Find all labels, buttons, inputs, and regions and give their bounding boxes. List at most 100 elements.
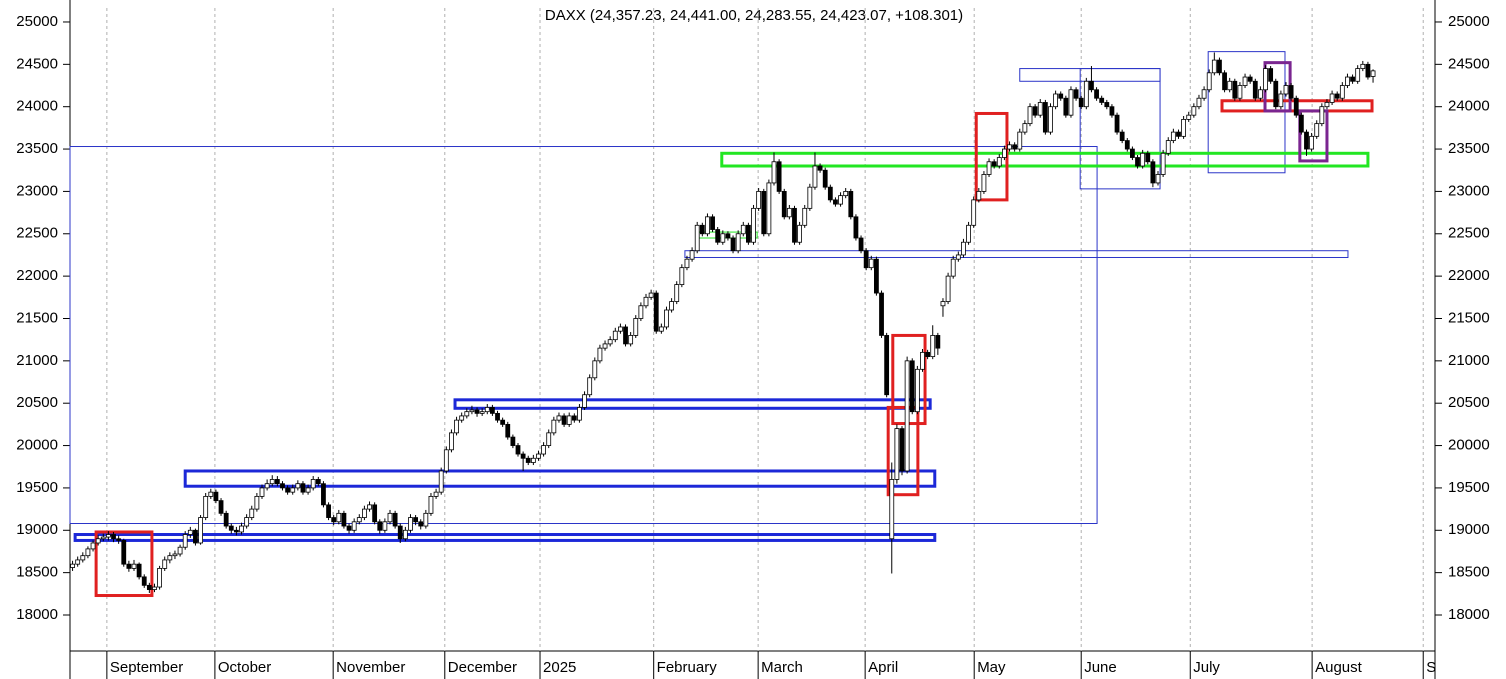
candle-body bbox=[648, 292, 654, 298]
candle-body bbox=[116, 538, 122, 541]
candle-body bbox=[1201, 89, 1207, 99]
candle-body bbox=[300, 483, 306, 493]
candle-body bbox=[90, 542, 96, 550]
candle-body bbox=[443, 449, 449, 472]
candle-body bbox=[858, 237, 864, 252]
candle-body bbox=[1104, 102, 1110, 108]
level-box bbox=[886, 405, 920, 497]
candle-body bbox=[971, 199, 977, 226]
candle-body bbox=[981, 174, 987, 192]
candle-body bbox=[1037, 102, 1043, 116]
candle-body bbox=[781, 191, 787, 218]
candle-body bbox=[136, 563, 142, 578]
candle-body bbox=[551, 419, 557, 434]
candle-body bbox=[894, 428, 900, 480]
candle-body bbox=[546, 432, 552, 446]
y-tick-label: 18500 bbox=[1448, 564, 1490, 581]
candle-body bbox=[561, 415, 567, 425]
candle-body bbox=[761, 191, 767, 235]
level-box bbox=[69, 146, 1098, 525]
candle-body bbox=[290, 487, 296, 493]
candle-body bbox=[817, 165, 823, 171]
candle-body bbox=[346, 525, 352, 531]
x-tick-label: March bbox=[761, 659, 803, 676]
y-tick-label: 22500 bbox=[16, 225, 58, 242]
candle-body bbox=[449, 432, 454, 451]
candle-body bbox=[920, 351, 925, 370]
candle-body bbox=[1288, 85, 1294, 99]
candle-body bbox=[372, 504, 378, 523]
candle-body bbox=[454, 419, 459, 434]
candle-body bbox=[1114, 114, 1120, 133]
candle-body bbox=[1329, 93, 1335, 103]
x-tick-label: July bbox=[1193, 659, 1220, 676]
candle-body bbox=[310, 479, 316, 489]
candle-body bbox=[618, 326, 623, 332]
candle-body bbox=[274, 479, 280, 485]
candle-body bbox=[597, 347, 603, 362]
candle-body bbox=[1217, 59, 1222, 74]
y-tick-label: 20000 bbox=[1448, 437, 1490, 454]
candle-body bbox=[1196, 97, 1202, 108]
y-tick-label: 19500 bbox=[16, 479, 58, 496]
x-tick-label: February bbox=[657, 659, 718, 676]
candle-body bbox=[438, 470, 444, 493]
candle-body bbox=[1350, 76, 1355, 82]
candle-body bbox=[187, 529, 193, 535]
candle-body bbox=[469, 409, 475, 413]
candle-body bbox=[520, 453, 526, 459]
candle-body bbox=[402, 529, 408, 540]
candle-body bbox=[766, 182, 772, 235]
candle-body bbox=[1365, 63, 1371, 78]
candle-body bbox=[792, 207, 797, 243]
y-tick-label: 21500 bbox=[16, 309, 58, 326]
candle-body bbox=[203, 495, 209, 518]
candle-body bbox=[961, 241, 966, 256]
candle-body bbox=[571, 415, 577, 421]
candle-body bbox=[699, 224, 705, 235]
candle-body bbox=[1263, 68, 1268, 91]
candle-body bbox=[720, 233, 726, 243]
candle-body bbox=[382, 521, 388, 531]
y-tick-label: 25000 bbox=[16, 13, 58, 30]
candle-body bbox=[75, 559, 81, 565]
candle-body bbox=[986, 161, 992, 175]
candle-body bbox=[1042, 102, 1048, 133]
candle-body bbox=[802, 207, 808, 226]
candle-body bbox=[321, 483, 326, 506]
candle-body bbox=[1007, 144, 1012, 150]
candle-body bbox=[1022, 123, 1028, 133]
candle-body bbox=[484, 407, 490, 413]
candle-body bbox=[833, 199, 838, 205]
candle-body bbox=[121, 540, 127, 565]
candle-body bbox=[495, 412, 500, 421]
candle-body bbox=[285, 487, 291, 493]
level-box bbox=[183, 469, 937, 488]
candle-body bbox=[1089, 80, 1094, 91]
candle-body bbox=[1206, 72, 1212, 91]
x-tick-label: September bbox=[110, 659, 183, 676]
candle-body bbox=[1339, 85, 1345, 99]
candle-body bbox=[228, 525, 234, 531]
candle-body bbox=[1314, 123, 1320, 137]
candle-body bbox=[1191, 106, 1197, 116]
candle-body bbox=[315, 479, 321, 485]
candle-body bbox=[807, 186, 813, 209]
candle-body bbox=[126, 563, 132, 569]
level-box bbox=[684, 250, 1349, 258]
y-tick-label: 18500 bbox=[16, 564, 58, 581]
candle-body bbox=[510, 436, 516, 446]
candle-body bbox=[674, 284, 680, 302]
candle-body bbox=[909, 360, 915, 413]
candle-body bbox=[812, 165, 818, 188]
candle-body bbox=[669, 301, 675, 311]
level-box bbox=[453, 398, 932, 410]
candle-body bbox=[1186, 114, 1192, 120]
candle-body bbox=[566, 415, 572, 425]
y-tick-label: 20000 bbox=[16, 437, 58, 454]
candle-body bbox=[1237, 85, 1243, 99]
candle-body bbox=[853, 216, 859, 239]
candle-body bbox=[172, 553, 178, 557]
candle-body bbox=[1355, 68, 1361, 82]
candle-body bbox=[694, 224, 700, 252]
